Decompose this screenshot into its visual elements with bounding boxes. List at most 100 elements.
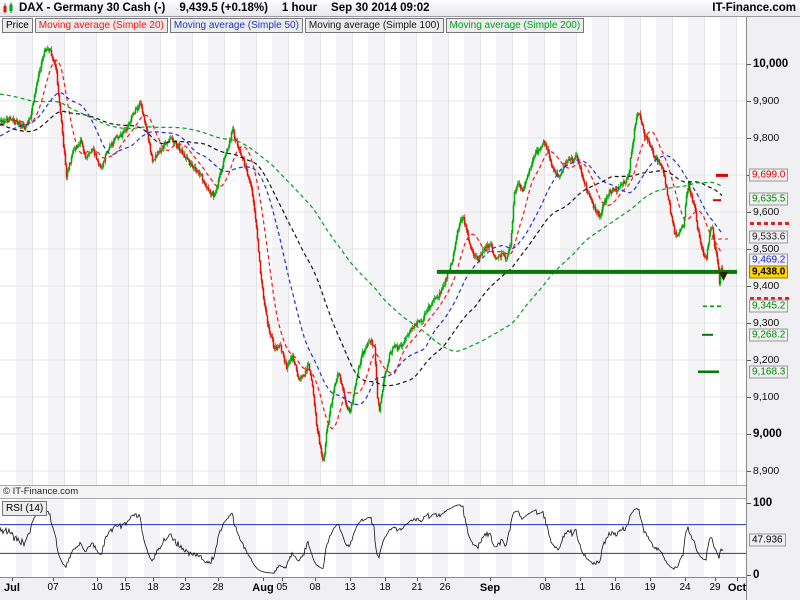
timeframe-label: 1 hour: [281, 2, 318, 14]
rsi-indicator-label[interactable]: RSI (14): [2, 501, 48, 516]
legend-ma-1[interactable]: Moving average (Simple 50): [169, 18, 303, 33]
time-tick: [490, 578, 491, 581]
time-label: 08: [539, 582, 551, 593]
time-label: Aug: [252, 582, 274, 594]
time-label: 28: [212, 582, 224, 593]
time-label: Jul: [4, 582, 20, 594]
time-tick: [545, 578, 546, 581]
time-label: 18: [147, 582, 159, 593]
price-tick-dash: [747, 249, 751, 250]
last-price-arrow: [719, 272, 728, 281]
time-tick: [282, 578, 283, 581]
time-label: 29: [709, 582, 721, 593]
price-tick-dash: [747, 212, 751, 213]
hidden-label-sliver: [750, 222, 792, 225]
indicator-legend: Price Moving average (Simple 20) Moving av…: [2, 18, 585, 33]
datetime-label: Sep 30 2014 09:02: [331, 2, 430, 14]
rsi-tick-dash: [747, 575, 751, 576]
title-bar: DAX - Germany 30 Cash (-) 9,439.5 (+0.18…: [0, 0, 800, 17]
price-level-label: 9,168.3: [749, 365, 789, 379]
time-label: 07: [47, 582, 59, 593]
price-tick-label: 9,400: [753, 280, 780, 292]
instrument-title: DAX - Germany 30 Cash (-): [19, 2, 166, 14]
price-level-label: 9,635.5: [749, 192, 789, 206]
price-tick-dash: [747, 360, 751, 361]
price-tick-label: 10,000: [753, 58, 789, 70]
time-tick: [125, 578, 126, 581]
time-label: 15: [119, 582, 131, 593]
time-tick: [650, 578, 651, 581]
price-tick-label: 9,500: [753, 243, 780, 255]
time-label: 10: [91, 582, 103, 593]
time-label: 21: [411, 582, 423, 593]
price-tick-label: 9,000: [753, 428, 782, 440]
price-level-label: 9,345.2: [749, 299, 789, 313]
legend-ma-0[interactable]: Moving average (Simple 20): [34, 18, 168, 33]
legend-price[interactable]: Price: [2, 18, 33, 33]
price-tick-label: 9,300: [753, 317, 780, 329]
time-axis[interactable]: Jul 07 10 15 18 23 28 Aug 05 08 13 18 21 26 Sep 08 11 16 1…: [0, 577, 746, 600]
time-tick: [445, 578, 446, 581]
time-label: 08: [309, 582, 321, 593]
rsi-value-label: 47.936: [749, 533, 786, 547]
time-tick: [153, 578, 154, 581]
price-level-label: 9,438.0: [749, 265, 789, 279]
legend-ma-3[interactable]: Moving average (Simple 200): [445, 18, 585, 33]
time-label: 11: [574, 582, 586, 593]
ma-line-20: [0, 59, 723, 430]
time-tick: [737, 578, 738, 581]
price-level-label: 9,533.6: [749, 230, 789, 244]
price-tick-label: 9,600: [753, 206, 780, 218]
price-tick-dash: [747, 286, 751, 287]
time-label: 23: [179, 582, 191, 593]
price-tick-dash: [747, 434, 751, 435]
time-tick: [97, 578, 98, 581]
time-label: 18: [379, 582, 391, 593]
time-tick: [417, 578, 418, 581]
time-tick: [263, 578, 264, 581]
ma-line-200: [0, 93, 723, 352]
time-label: Sep: [479, 582, 501, 594]
rsi-chart-svg[interactable]: [0, 499, 746, 577]
price-chart-svg[interactable]: [0, 17, 746, 485]
price-tick-dash: [747, 397, 751, 398]
ma-line-50: [0, 92, 723, 406]
time-label: 16: [609, 582, 621, 593]
time-label: 26: [439, 582, 451, 593]
rsi-line: [0, 504, 724, 574]
price-tick-label: 9,800: [753, 132, 780, 144]
copyright-text: © IT-Finance.com: [3, 486, 79, 497]
price-level-label: 9,699.0: [749, 168, 789, 182]
candlestick-icon: [2, 2, 15, 15]
time-tick: [12, 578, 13, 581]
price-tick-label: 9,200: [753, 354, 780, 366]
price-pane[interactable]: Price Moving average (Simple 20) Moving av…: [0, 17, 746, 485]
rsi-tick-label: 100: [753, 497, 773, 509]
time-tick: [580, 578, 581, 581]
time-tick: [315, 578, 316, 581]
time-tick: [615, 578, 616, 581]
price-tick-dash: [747, 471, 751, 472]
time-label: 24: [679, 582, 691, 593]
price-level-label: 9,268.2: [749, 328, 789, 342]
time-tick: [685, 578, 686, 581]
time-tick: [715, 578, 716, 581]
last-price-change: 9,439.5 (+0.18%): [179, 2, 268, 14]
time-tick: [350, 578, 351, 581]
copyright-band: © IT-Finance.com: [0, 485, 746, 499]
price-tick-label: 8,900: [753, 465, 780, 477]
time-label: 19: [644, 582, 656, 593]
time-label: Oct: [727, 582, 747, 594]
time-tick: [385, 578, 386, 581]
price-tick-dash: [747, 323, 751, 324]
time-tick: [218, 578, 219, 581]
price-tick-dash: [747, 138, 751, 139]
rsi-pane[interactable]: RSI (14): [0, 499, 746, 577]
price-tick-label: 9,100: [753, 391, 780, 403]
price-tick-label: 9,900: [753, 95, 780, 107]
price-axis[interactable]: 10,0009,9009,8009,7009,6009,5009,4009,30…: [746, 17, 800, 600]
hidden-label-sliver: [750, 297, 792, 300]
price-tick-dash: [747, 64, 751, 65]
legend-ma-2[interactable]: Moving average (Simple 100): [304, 18, 444, 33]
